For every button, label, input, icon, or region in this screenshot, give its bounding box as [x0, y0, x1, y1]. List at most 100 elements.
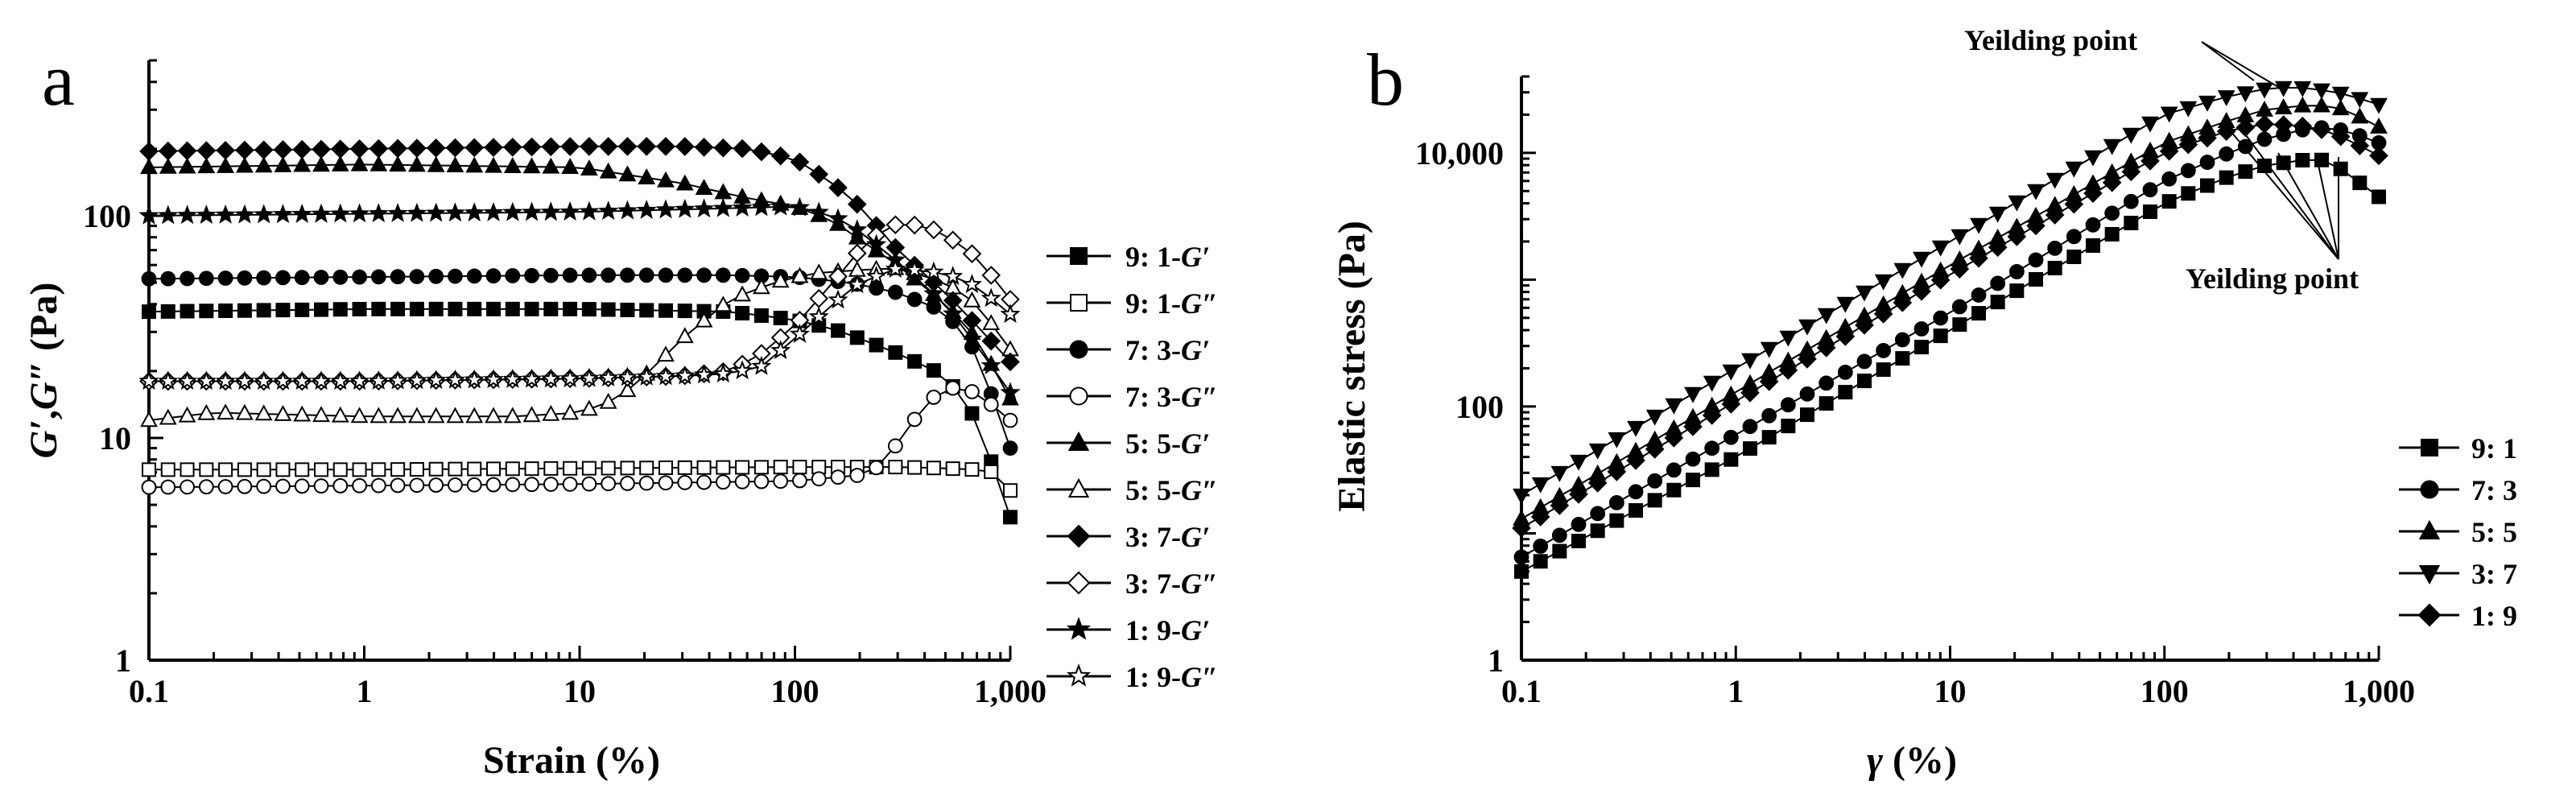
panel-a-data-point — [543, 477, 559, 492]
panel-a-data-point — [522, 137, 542, 157]
panel-a-data-point — [1000, 304, 1021, 324]
panel-a-data-point — [599, 162, 617, 179]
panel-a-data-point — [733, 138, 752, 159]
legend-label: 3: 7 — [2471, 558, 2517, 590]
panel-b-series-group — [1512, 81, 2388, 579]
panel-a-data-point — [369, 407, 388, 423]
panel-a-data-point — [1000, 382, 1021, 402]
panel-a-data-point — [907, 353, 923, 369]
legend-swatch-marker — [1067, 431, 1090, 451]
panel-a-data-point — [312, 406, 330, 423]
panel-a-data-point — [350, 155, 369, 171]
panel-a-data-point — [485, 268, 502, 284]
panel-a-data-point — [789, 196, 810, 217]
panel-a-x-tick-label: 0.1 — [129, 673, 169, 709]
panel-a-data-point — [715, 474, 731, 490]
panel-b-data-point — [2350, 136, 2370, 155]
panel-b-data-point — [1894, 332, 1910, 348]
panel-b-data-point — [1836, 296, 1855, 313]
legend-label-modulus: G″ — [1181, 661, 1218, 693]
panel-a-data-point — [542, 157, 560, 174]
legend-label: 1: 9-G″ — [1125, 661, 1218, 693]
panel-a-data-point — [446, 407, 464, 423]
panel-a-y-axis-title-part: G′ — [23, 419, 65, 458]
panel-a-series-line — [149, 268, 1011, 382]
panel-b-data-point — [2181, 186, 2196, 201]
panel-a-data-point — [234, 204, 255, 224]
panel-a-data-point — [579, 367, 600, 387]
panel-b-data-point — [1626, 451, 1645, 470]
panel-a-data-point — [352, 269, 367, 285]
legend-item: 3: 7-G′ — [1046, 521, 1210, 553]
panel-b-data-point — [1971, 287, 1987, 303]
panel-b-data-point — [1760, 341, 1778, 358]
panel-a-data-point — [943, 266, 964, 286]
panel-b-data-point — [1970, 217, 1988, 234]
panel-a-data-point — [831, 323, 845, 338]
panel-a-data-point — [809, 164, 829, 184]
panel-a-data-point — [371, 301, 386, 316]
panel-a-data-point — [828, 266, 848, 287]
panel-b-data-point — [2293, 116, 2313, 136]
panel-b-data-point — [1664, 428, 1684, 448]
panel-a-data-point — [923, 283, 944, 303]
panel-a-data-point — [735, 306, 750, 321]
panel-b-data-point — [1629, 503, 1643, 518]
panel-a-data-point — [581, 267, 597, 283]
annotation-arrow — [2201, 41, 2255, 81]
panel-a-data-point — [694, 364, 715, 384]
panel-a-data-point — [906, 411, 923, 427]
legend-label-ratio: 5: 5- — [1125, 474, 1181, 506]
panel-b-data-point — [1608, 432, 1626, 448]
panel-a-data-point — [712, 197, 733, 217]
legend-item: 9: 1-G′ — [1046, 241, 1210, 273]
panel-b-data-point — [1607, 462, 1627, 481]
panel-b-data-point — [1817, 308, 1835, 324]
panel-a-data-point — [716, 460, 731, 475]
panel-b-series-1 — [1514, 152, 2386, 579]
panel-a-data-point — [981, 331, 1001, 351]
panel-a-data-point — [218, 303, 233, 318]
panel-a-data-point — [448, 461, 463, 477]
panel-a-data-point — [142, 304, 156, 320]
legend-item: 5: 5-G″ — [1046, 474, 1218, 506]
panel-b-data-point — [2352, 176, 2368, 191]
panel-b-data-point — [2008, 264, 2025, 279]
panel-a-data-point — [618, 165, 637, 182]
panel-a-data-point — [1003, 483, 1018, 498]
panel-b-data-point — [1530, 507, 1550, 527]
panel-a-data-point — [847, 243, 867, 263]
panel-b-series-line — [1521, 126, 2380, 558]
legend-item: 3: 7 — [2399, 558, 2517, 590]
panel-a-data-point — [428, 268, 444, 284]
panel-a-data-point — [751, 196, 772, 217]
panel-b-data-point — [1723, 429, 1739, 445]
legend-label: 1: 9 — [2471, 600, 2517, 632]
panel-a-data-point — [502, 368, 523, 389]
panel-a-data-point — [295, 462, 310, 477]
panel-a-data-point — [981, 266, 1001, 285]
panel-a-data-point — [216, 140, 235, 160]
panel-a-data-point — [485, 156, 502, 173]
panel-b-data-point — [2008, 195, 2026, 212]
legend-swatch-marker — [1067, 477, 1090, 498]
panel-b-data-point — [1818, 375, 1835, 391]
panel-b-data-point — [1704, 440, 1720, 456]
panel-b-data-point — [1686, 473, 1700, 488]
panel-a-data-point — [983, 396, 999, 412]
legend-label: 9: 1-G″ — [1125, 287, 1218, 320]
panel-b-data-point — [2274, 98, 2293, 114]
panel-b-data-point — [2122, 127, 2140, 144]
panel-b-data-point — [1761, 430, 1777, 445]
legend-label: 5: 5-G′ — [1125, 427, 1210, 460]
panel-a-data-point — [811, 460, 827, 475]
panel-a-data-point — [869, 337, 884, 353]
panel-a-data-point — [485, 477, 502, 493]
panel-b-data-point — [1800, 407, 1814, 423]
panel-a-data-point — [254, 156, 273, 173]
panel-a-data-point — [199, 304, 214, 319]
panel-a-data-point — [926, 363, 941, 378]
panel-b-data-point — [2257, 158, 2272, 173]
panel-a-series-line — [148, 145, 1011, 363]
